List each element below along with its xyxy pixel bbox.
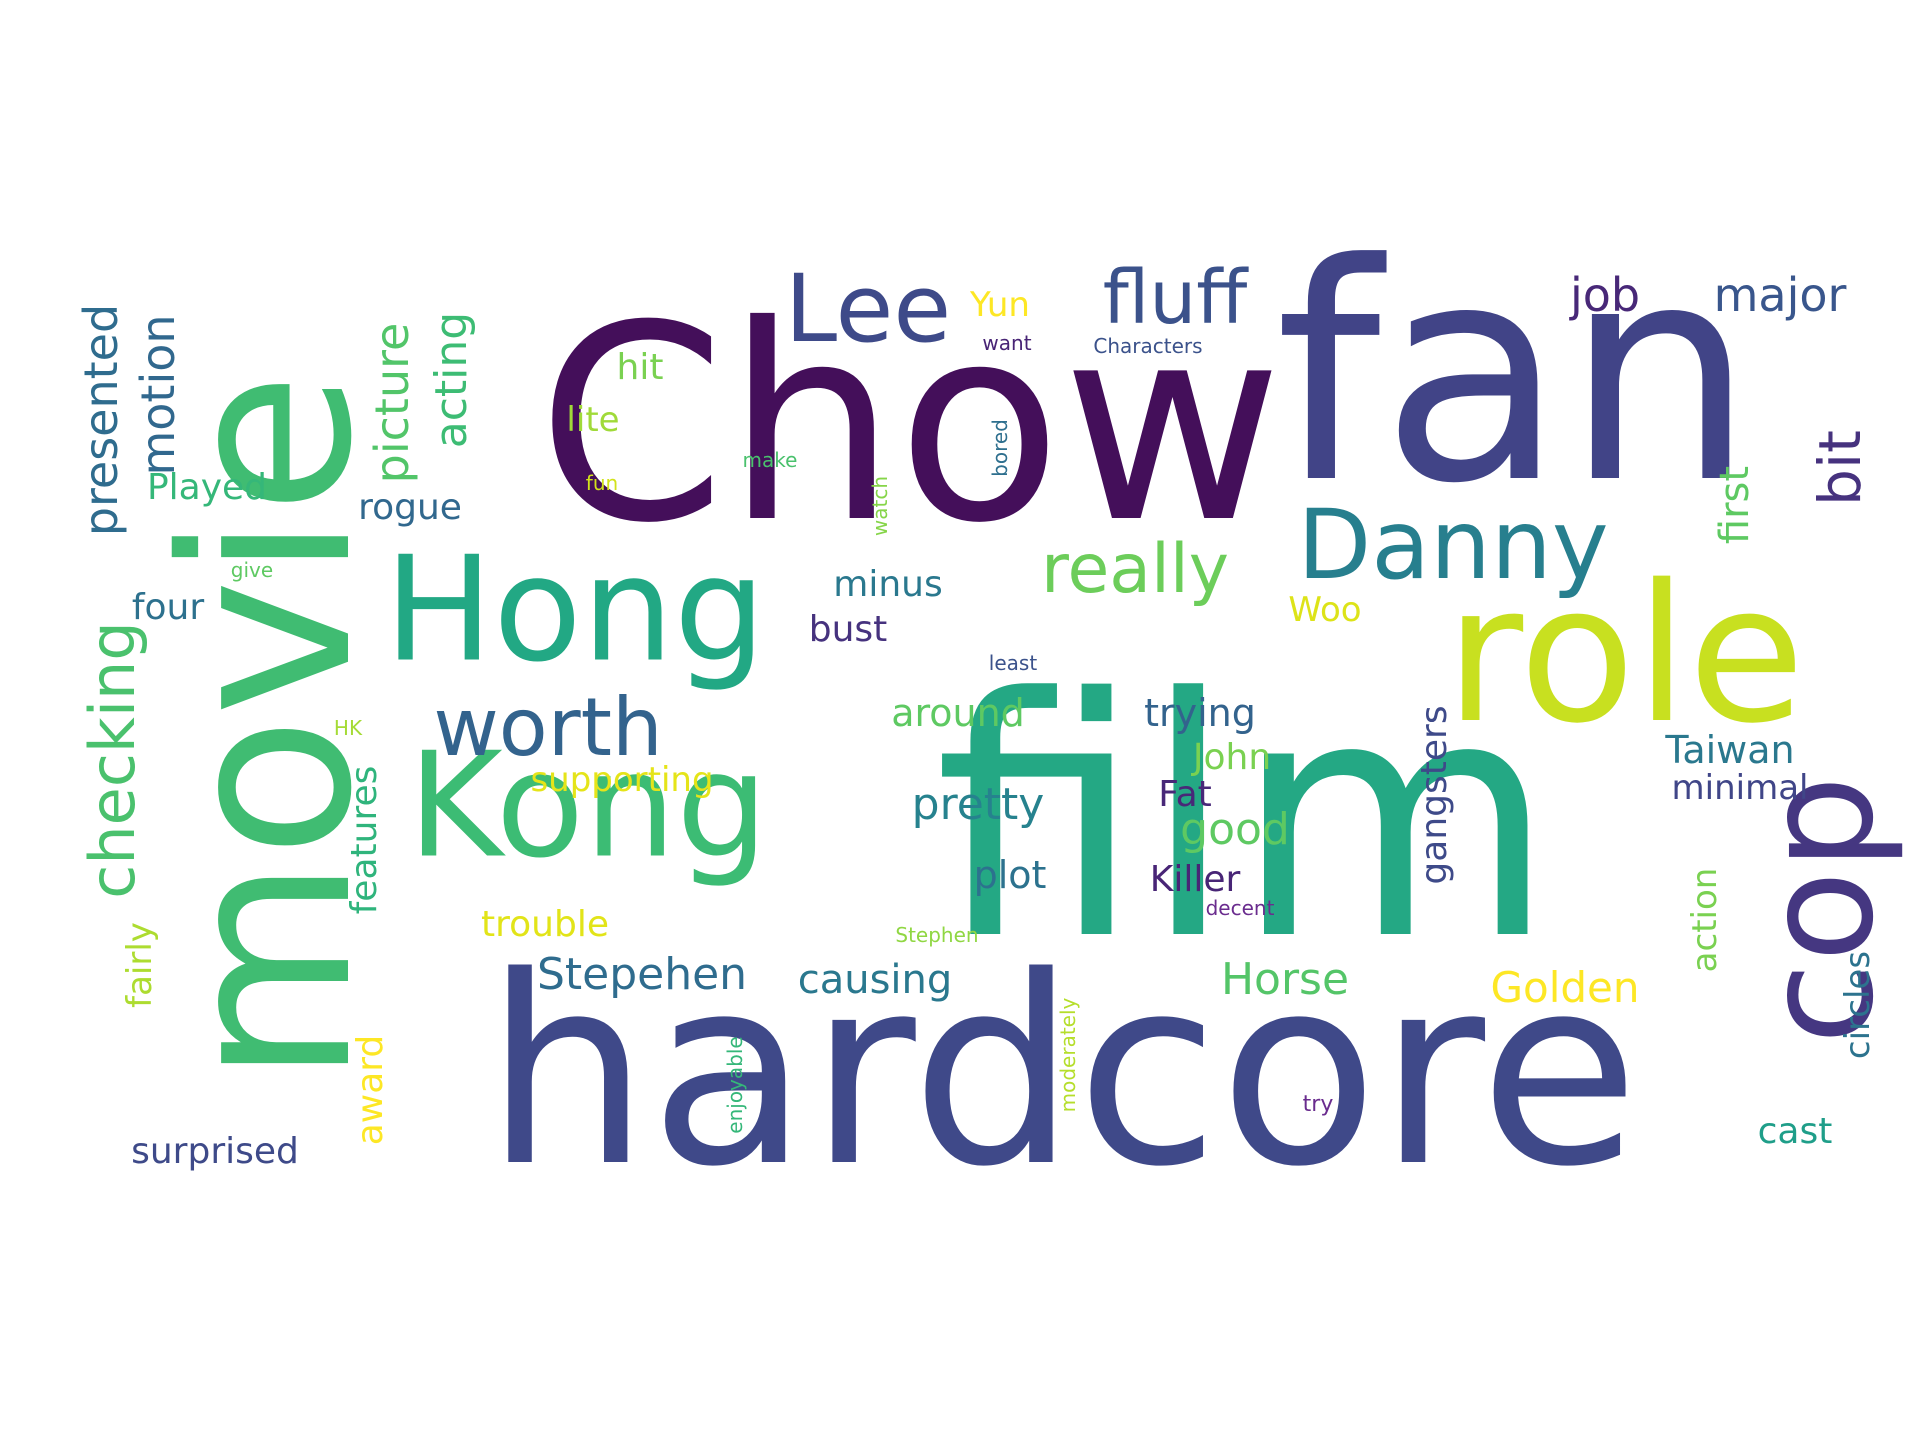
word-four: four [131, 587, 205, 628]
word-make: make [742, 448, 798, 472]
word-watch: watch [868, 475, 892, 537]
word-least: least [988, 651, 1038, 675]
word-kong: Kong [407, 721, 769, 891]
word-yun: Yun [970, 285, 1030, 325]
word-trying: trying [1144, 691, 1256, 735]
word-fan: fan [1275, 200, 1755, 549]
word-characters: Characters [1093, 334, 1203, 358]
word-hong: Hong [384, 525, 766, 695]
word-features: features [344, 765, 385, 915]
word-enjoyable: enjoyable [723, 1036, 747, 1134]
word-job: job [1569, 268, 1641, 322]
word-supporting: supporting [530, 760, 714, 800]
word-worth: worth [433, 681, 663, 774]
word-circles: circles [1838, 950, 1878, 1060]
word-gangsters: gangsters [1414, 705, 1455, 885]
word-lee: Lee [784, 255, 952, 364]
word-picture: picture [365, 322, 419, 484]
word-minus: minus [833, 564, 943, 605]
word-danny: Danny [1297, 489, 1609, 601]
word-bit: bit [1806, 430, 1874, 506]
word-first: first [1712, 465, 1758, 545]
word-presented: presented [74, 303, 128, 537]
word-causing: causing [797, 957, 953, 1003]
word-checking: checking [76, 621, 149, 899]
word-john: John [1192, 737, 1272, 778]
word-hit: hit [616, 347, 664, 388]
word-played: Played [146, 467, 268, 508]
word-moderately: moderately [1056, 997, 1080, 1113]
word-cast: cast [1757, 1111, 1833, 1152]
word-horse: Horse [1220, 954, 1350, 1005]
word-stephen: Stephen [895, 923, 979, 947]
word-award: award [350, 1034, 391, 1146]
word-want: want [982, 331, 1032, 355]
word-motion: motion [131, 314, 185, 476]
word-bust: bust [808, 609, 888, 650]
word-hardcore: hardcore [484, 922, 1640, 1224]
word-acting: acting [426, 311, 477, 449]
word-chow: Chow [537, 267, 1283, 582]
word-around: around [891, 691, 1025, 735]
word-try: try [1302, 1092, 1334, 1117]
word-taiwan: Taiwan [1665, 728, 1795, 772]
word-film: film [934, 628, 1556, 1012]
word-surprised: surprised [131, 1131, 299, 1172]
word-pretty: pretty [911, 779, 1045, 830]
word-golden: Golden [1490, 963, 1640, 1012]
word-plot: plot [973, 853, 1047, 897]
word-major: major [1713, 268, 1847, 322]
word-stepehen: Stepehen [536, 949, 748, 1000]
word-fun: fun [585, 471, 619, 495]
word-really: really [1041, 530, 1229, 609]
word-decent: decent [1205, 896, 1275, 920]
word-woo: Woo [1288, 590, 1362, 630]
word-action: action [1685, 867, 1725, 973]
word-rogue: rogue [358, 487, 462, 528]
word-killer: Killer [1149, 859, 1241, 900]
word-fairly: fairly [120, 922, 160, 1008]
word-role: role [1445, 544, 1805, 765]
word-lite: lite [566, 400, 620, 440]
word-fluff: fluff [1102, 255, 1248, 341]
word-give: give [230, 558, 274, 582]
word-hk: HK [333, 716, 363, 740]
word-bored: bored [988, 419, 1012, 477]
word-fat: Fat [1158, 774, 1212, 815]
word-trouble: trouble [481, 904, 609, 945]
word-minimal: minimal [1671, 768, 1809, 808]
word-good: good [1180, 804, 1290, 855]
